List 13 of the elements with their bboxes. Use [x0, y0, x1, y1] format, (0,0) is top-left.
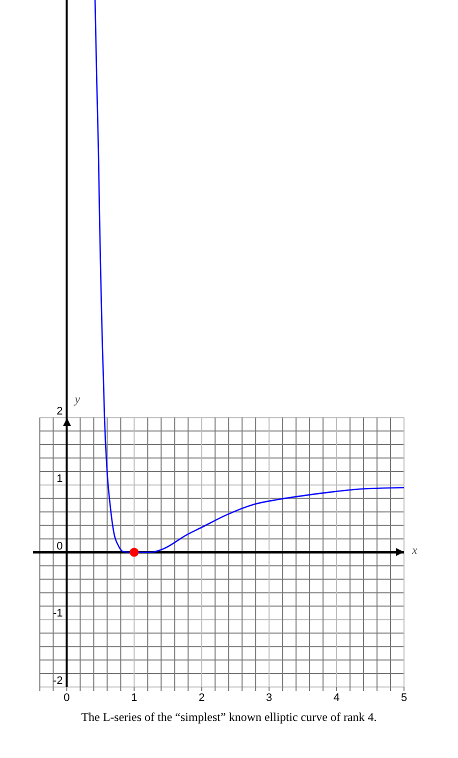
y-axis-title: y — [74, 392, 80, 407]
x-tick-label: 2 — [198, 692, 205, 704]
x-tick-label: 1 — [131, 692, 138, 704]
x-tick-label: 4 — [333, 692, 340, 704]
y-tick-label: -2 — [52, 675, 63, 687]
x-axis-title: x — [412, 543, 418, 558]
y-tick-label: -1 — [52, 608, 63, 620]
y-tick-label: 2 — [56, 406, 63, 418]
x-tick-label: 5 — [400, 692, 408, 704]
text: The L-series of the “simplest” known elliptic curve of rank 4. — [80, 710, 378, 725]
y-tick-label: 0 — [56, 540, 63, 552]
x-tick-label: 3 — [266, 692, 272, 704]
y-tick-label: 1 — [56, 472, 63, 485]
